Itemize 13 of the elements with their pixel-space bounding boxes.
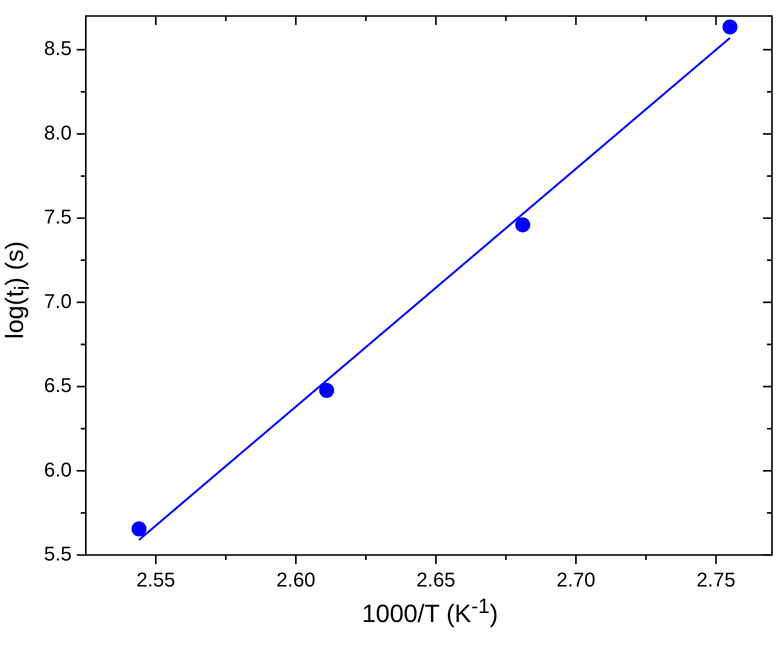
x-tick-label: 2.55 (136, 570, 176, 592)
y-tick-label: 5.5 (44, 544, 72, 566)
x-tick-label: 2.60 (276, 570, 316, 592)
y-tick-label: 8.0 (44, 122, 72, 144)
x-tick-label: 2.65 (416, 570, 456, 592)
x-tick-label: 2.75 (696, 570, 736, 592)
x-tick-label: 2.70 (556, 570, 596, 592)
y-tick-label: 7.5 (44, 206, 72, 229)
y-tick-label: 6.0 (44, 459, 72, 482)
x-axis-title: 1000/T (K$^{-1}$) (362, 594, 498, 630)
y-tick-label: 6.5 (44, 375, 72, 398)
y-tick-label: 7.0 (44, 290, 72, 313)
y-tick-label: 8.5 (44, 38, 72, 60)
